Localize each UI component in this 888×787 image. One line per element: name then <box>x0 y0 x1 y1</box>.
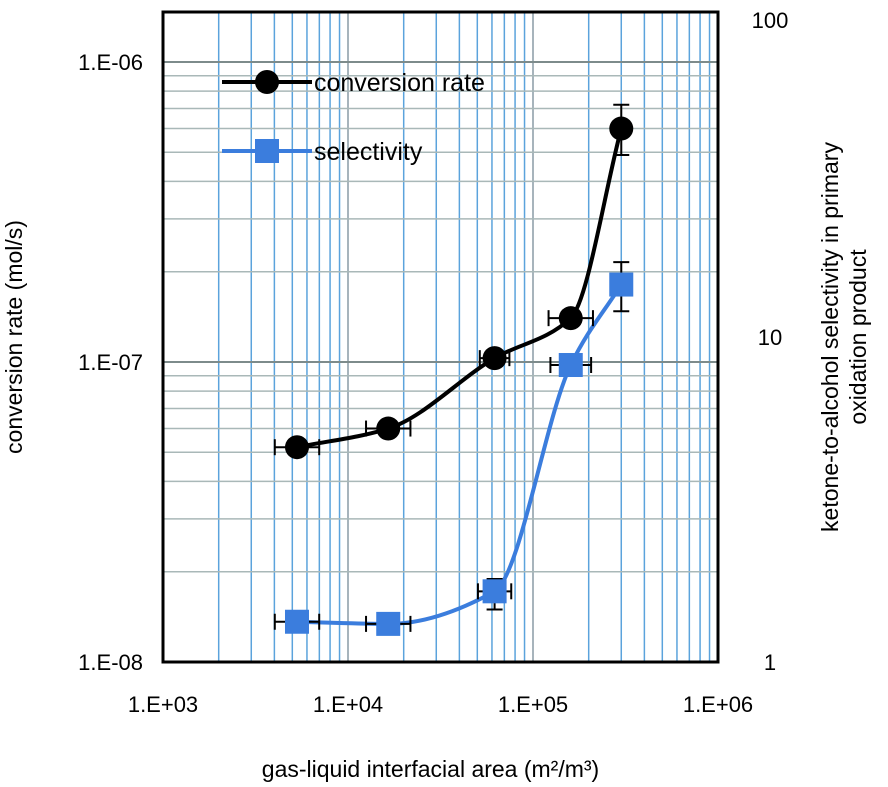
y2-axis-label-line-2: oxidation product <box>845 249 871 425</box>
x-tick-label: 1.E+03 <box>128 692 198 717</box>
y2-axis-label-line-1: ketone-to-alcohol selectivity in primary <box>817 142 843 532</box>
data-point-conversion <box>558 306 583 331</box>
data-point-selectivity <box>284 609 309 634</box>
x-tick-label: 1.E+06 <box>683 692 753 717</box>
x-tick-label: 1.E+05 <box>498 692 568 717</box>
legend-conversion-label: conversion rate <box>314 69 485 97</box>
y-tick-label: 1.E-07 <box>78 350 143 375</box>
legend-selectivity-marker <box>255 139 279 163</box>
data-point-conversion <box>376 416 401 441</box>
legend-conversion-marker <box>255 70 279 94</box>
y2-tick-label: 10 <box>758 325 782 350</box>
grid <box>163 12 718 662</box>
legend: conversion rate selectivity <box>222 69 485 166</box>
y-tick-label: 1.E-08 <box>78 650 143 675</box>
data-point-selectivity <box>609 272 634 297</box>
legend-selectivity-label: selectivity <box>314 138 423 166</box>
markers <box>284 116 634 636</box>
data-point-conversion <box>609 116 634 141</box>
x-tick-label: 1.E+04 <box>313 692 383 717</box>
x-axis-label: gas-liquid interfacial area (m²/m³) <box>262 756 599 782</box>
data-point-selectivity <box>558 353 583 378</box>
tick-labels: 1.E+03 1.E+04 1.E+05 1.E+06 1.E-08 1.E-07 1.E-… <box>78 8 788 717</box>
plot-frame <box>161 10 720 664</box>
y2-tick-label: 1 <box>764 650 776 675</box>
y2-tick-label: 100 <box>752 8 789 33</box>
data-point-selectivity <box>376 611 401 636</box>
data-point-selectivity <box>482 579 507 604</box>
y-tick-label: 1.E-06 <box>78 50 143 75</box>
data-point-conversion <box>284 435 309 460</box>
y-axis-label: conversion rate (mol/s) <box>1 220 27 454</box>
data-point-conversion <box>482 346 507 371</box>
